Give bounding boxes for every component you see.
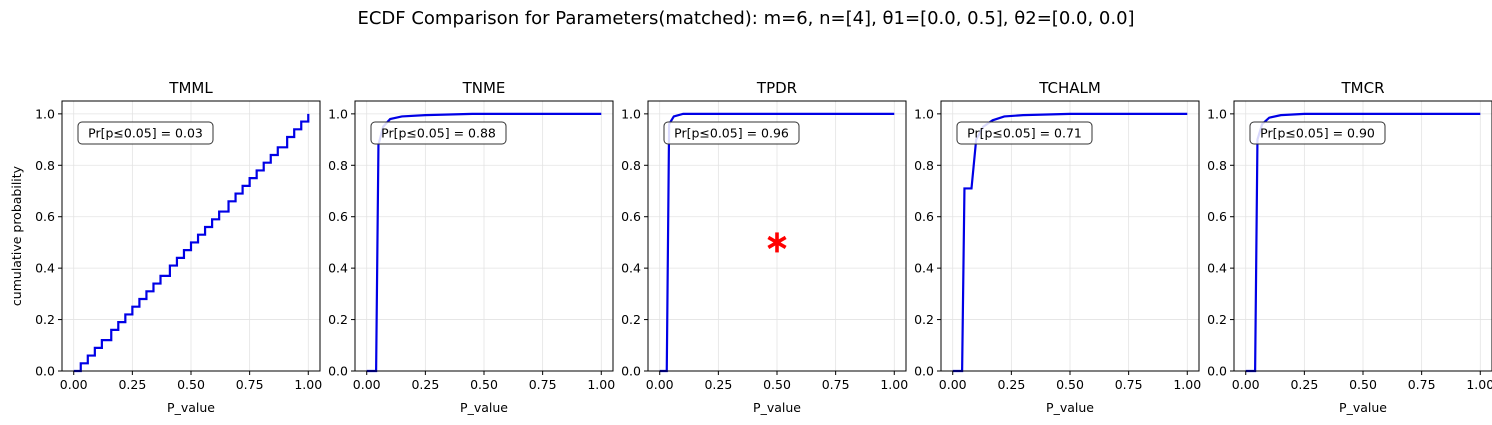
- star-marker: [767, 232, 787, 253]
- x-tick-label: 1.00: [587, 377, 615, 392]
- x-tick-label: 0.25: [1290, 377, 1318, 392]
- y-tick-label: 0.0: [35, 364, 55, 379]
- x-tick-label: 0.50: [177, 377, 205, 392]
- annotation-text: Pr[p≤0.05] = 0.03: [88, 126, 203, 141]
- y-tick-label: 0.6: [328, 209, 348, 224]
- annotation-box: Pr[p≤0.05] = 0.88: [370, 121, 507, 145]
- y-tick-label: 1.0: [35, 106, 55, 121]
- x-axis-label: P_value: [1046, 400, 1094, 415]
- x-axis-label: P_value: [460, 400, 508, 415]
- y-tick-label: 0.2: [621, 312, 641, 327]
- ecdf-line: [73, 113, 310, 373]
- x-tick-label: 0.25: [411, 377, 439, 392]
- x-tick-label: 0.00: [939, 377, 967, 392]
- x-tick-label: 1.00: [880, 377, 908, 392]
- y-tick-label: 0.4: [914, 261, 934, 276]
- y-tick-label: 0.0: [328, 364, 348, 379]
- x-tick-label: 1.00: [294, 377, 322, 392]
- x-tick-label: 0.25: [704, 377, 732, 392]
- x-tick-label: 0.00: [646, 377, 674, 392]
- x-tick-label: 1.00: [1466, 377, 1492, 392]
- x-tick-label: 0.75: [822, 377, 850, 392]
- y-tick-label: 1.0: [914, 106, 934, 121]
- annotation-text: Pr[p≤0.05] = 0.71: [967, 126, 1082, 141]
- x-tick-label: 0.75: [1408, 377, 1436, 392]
- y-tick-label: 0.4: [35, 261, 55, 276]
- x-tick-label: 0.50: [1056, 377, 1084, 392]
- x-tick-label: 1.00: [1173, 377, 1201, 392]
- y-tick-label: 0.8: [621, 158, 641, 173]
- x-tick-label: 0.25: [997, 377, 1025, 392]
- annotation-text: Pr[p≤0.05] = 0.96: [674, 126, 789, 141]
- annotation-text: Pr[p≤0.05] = 0.90: [1260, 126, 1375, 141]
- y-tick-label: 0.6: [621, 209, 641, 224]
- y-axis-label: cumulative probability: [9, 165, 24, 306]
- x-tick-label: 0.00: [353, 377, 381, 392]
- x-axis-label: P_value: [1339, 400, 1387, 415]
- y-tick-label: 0.6: [914, 209, 934, 224]
- x-tick-label: 0.50: [470, 377, 498, 392]
- panel-title: TMML: [168, 79, 213, 97]
- panels: 0.00 0.25 0.50 0.75 1.00 0.0 0.2 0.4 0.6 0.8 1.0 TM…: [9, 79, 1492, 415]
- y-tick-label: 1.0: [1207, 106, 1227, 121]
- y-tick-label: 0.2: [1207, 312, 1227, 327]
- y-tick-label: 0.2: [35, 312, 55, 327]
- x-tick-label: 0.75: [1115, 377, 1143, 392]
- x-tick-label: 0.00: [60, 377, 88, 392]
- y-tick-label: 0.8: [328, 158, 348, 173]
- x-axis-label: P_value: [167, 400, 215, 415]
- y-tick-label: 1.0: [328, 106, 348, 121]
- ecdf-line: [366, 112, 602, 373]
- y-tick-label: 0.2: [914, 312, 934, 327]
- annotation-box: Pr[p≤0.05] = 0.90: [1249, 121, 1386, 145]
- x-tick-label: 0.75: [236, 377, 264, 392]
- annotation-text: Pr[p≤0.05] = 0.88: [381, 126, 496, 141]
- ecdf-line: [1245, 112, 1481, 373]
- x-tick-label: 0.50: [1349, 377, 1377, 392]
- y-tick-label: 0.6: [1207, 209, 1227, 224]
- y-tick-label: 0.8: [914, 158, 934, 173]
- y-tick-label: 0.4: [621, 261, 641, 276]
- y-tick-label: 0.0: [621, 364, 641, 379]
- panel-title: TPDR: [756, 79, 797, 97]
- y-tick-label: 0.8: [35, 158, 55, 173]
- x-tick-label: 0.00: [1232, 377, 1260, 392]
- x-tick-label: 0.75: [529, 377, 557, 392]
- y-tick-label: 1.0: [621, 106, 641, 121]
- y-tick-label: 0.8: [1207, 158, 1227, 173]
- panel-tchalm: 0.00 0.25 0.50 0.75 1.00 0.0 0.2 0.4 0.6 0.8 1.0 TC…: [914, 79, 1201, 415]
- panel-tmml: 0.00 0.25 0.50 0.75 1.00 0.0 0.2 0.4 0.6 0.8 1.0 TM…: [9, 79, 322, 415]
- y-tick-label: 0.4: [1207, 261, 1227, 276]
- panel-tpdr: 0.00 0.25 0.50 0.75 1.00 0.0 0.2 0.4 0.6 0.8 1.0 TP…: [621, 79, 908, 415]
- y-tick-label: 0.6: [35, 209, 55, 224]
- figure-title: ECDF Comparison for Parameters(matched):…: [357, 8, 1134, 29]
- panel-tnme: 0.00 0.25 0.50 0.75 1.00 0.0 0.2 0.4 0.6 0.8 1.0 TN…: [328, 79, 615, 415]
- y-tick-label: 0.4: [328, 261, 348, 276]
- panel-title: TMCR: [1340, 79, 1384, 97]
- panel-tmcr: 0.00 0.25 0.50 0.75 1.00 0.0 0.2 0.4 0.6 0.8 1.0 TM…: [1207, 79, 1492, 415]
- y-tick-label: 0.0: [914, 364, 934, 379]
- x-tick-label: 0.50: [763, 377, 791, 392]
- x-tick-label: 0.25: [118, 377, 146, 392]
- panel-title: TCHALM: [1038, 79, 1101, 97]
- panel-title: TNME: [462, 79, 506, 97]
- annotation-box: Pr[p≤0.05] = 0.96: [663, 121, 800, 145]
- x-axis-label: P_value: [753, 400, 801, 415]
- y-tick-label: 0.0: [1207, 364, 1227, 379]
- annotation-box: Pr[p≤0.05] = 0.03: [77, 121, 214, 145]
- y-tick-label: 0.2: [328, 312, 348, 327]
- annotation-box: Pr[p≤0.05] = 0.71: [956, 121, 1093, 145]
